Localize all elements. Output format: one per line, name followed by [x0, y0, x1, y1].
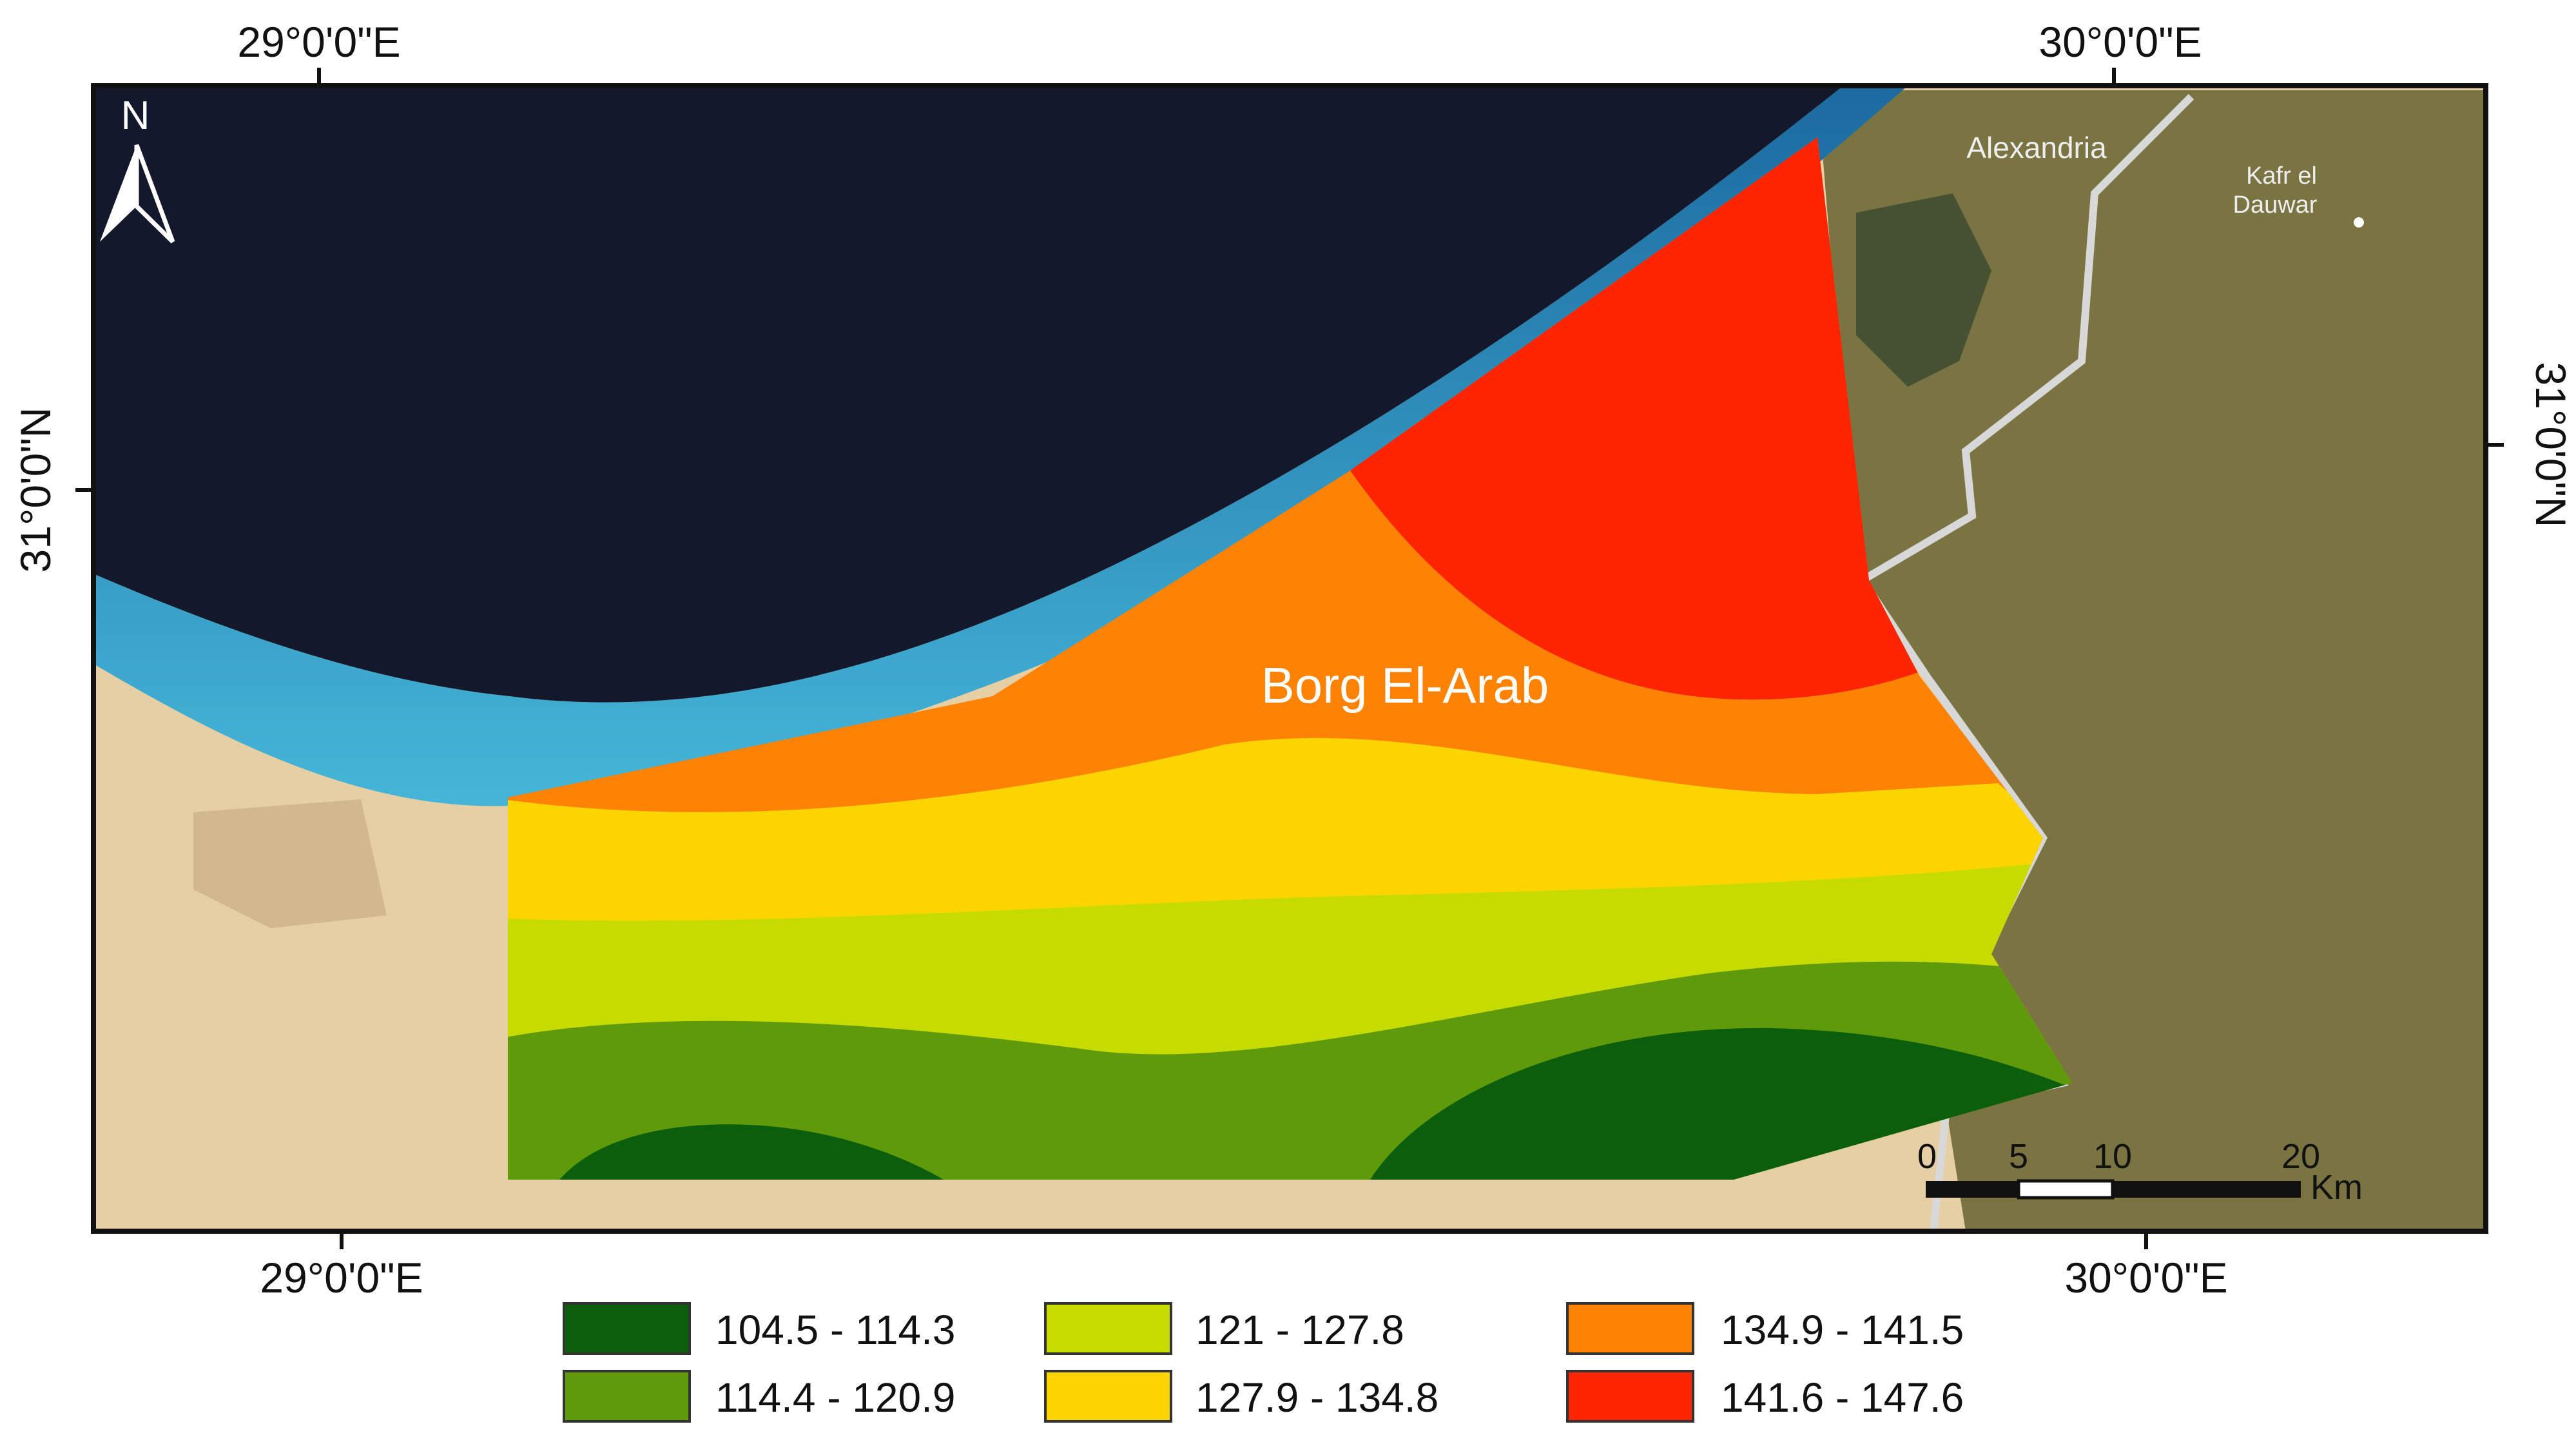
region-label: Borg El-Arab: [1261, 657, 1549, 714]
graticule-top-right: 30°0'0"E: [2039, 18, 2202, 66]
legend-swatch: [1044, 1370, 1172, 1423]
legend-swatch: [1566, 1370, 1694, 1423]
legend: 104.5 - 114.3 114.4 - 120.9 121 - 127.8 …: [563, 1302, 1964, 1423]
lake-mariout: [1856, 193, 1991, 387]
scale-bar: 0 5 10 20 Km: [1917, 1137, 2363, 1207]
place-label-alexandria: Alexandria: [1966, 131, 2107, 164]
graticule-ticks: [75, 68, 2504, 1249]
scale-tick-label: 20: [2281, 1137, 2320, 1176]
north-arrow-right-icon: [134, 144, 175, 244]
north-arrow-left-icon: [100, 145, 137, 242]
legend-swatch: [1566, 1302, 1694, 1355]
legend-swatch: [1044, 1302, 1172, 1355]
legend-swatch: [563, 1370, 691, 1423]
legend-label: 104.5 - 114.3: [715, 1307, 955, 1353]
scale-tick-label: 10: [2093, 1137, 2132, 1176]
legend-label: 141.6 - 147.6: [1721, 1374, 1964, 1421]
scale-segment: [2017, 1179, 2115, 1200]
place-marker-dauwar: [2354, 217, 2364, 228]
legend-label: 127.9 - 134.8: [1196, 1374, 1438, 1421]
scale-segment: [2113, 1181, 2301, 1198]
scale-segment: [1926, 1181, 2019, 1198]
scale-tick-label: 5: [2009, 1137, 2028, 1176]
place-label-dauwar: Dauwar: [2233, 191, 2318, 219]
sea-shallows: [93, 86, 1908, 806]
map-frame: [91, 83, 2488, 1234]
place-label-kafr-el: Kafr el: [2246, 162, 2317, 190]
legend-swatch: [563, 1302, 691, 1355]
north-arrow: N: [100, 93, 175, 244]
graticule-left: 31°0'0"N: [12, 407, 59, 573]
scale-tick-label: 0: [1917, 1137, 1937, 1176]
legend-label: 121 - 127.8: [1196, 1307, 1404, 1353]
legend-label: 114.4 - 120.9: [715, 1374, 955, 1421]
scale-unit: Km: [2310, 1168, 2363, 1207]
farmland-area: [1817, 90, 2486, 1231]
desert-fields: [193, 799, 387, 928]
north-label: N: [121, 93, 150, 138]
zone-104-5-114-3-west: [554, 1124, 954, 1180]
graticule-top-left: 29°0'0"E: [237, 18, 400, 66]
graticule-bottom-left: 29°0'0"E: [260, 1254, 423, 1301]
graticule-bottom-right: 30°0'0"E: [2064, 1254, 2227, 1301]
legend-label: 134.9 - 141.5: [1721, 1307, 1964, 1353]
graticule-right: 31°0'0"N: [2527, 362, 2575, 528]
sea: [93, 86, 1843, 703]
